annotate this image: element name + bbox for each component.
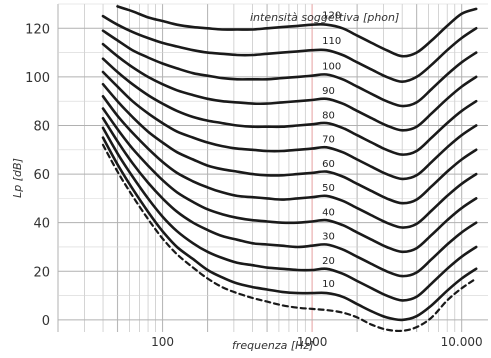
curve-label-80: 80 — [322, 110, 335, 121]
phon-curve-20 — [101, 126, 478, 302]
phon-curve-70 — [101, 70, 478, 181]
y-tick-label: 40 — [33, 217, 50, 232]
x-axis-label: frequenza [Hz] — [232, 339, 314, 352]
curve-labels: 120 110 100 90 80 70 60 50 40 30 20 10 — [322, 11, 341, 290]
curve-label-110: 110 — [322, 36, 341, 47]
phon-curve-40 — [101, 107, 478, 254]
curve-label-120: 120 — [322, 11, 341, 22]
curve-label-100: 100 — [322, 62, 341, 73]
y-tick-label: 20 — [33, 265, 50, 280]
phon-curve-80 — [101, 57, 478, 156]
phon-curve-10 — [101, 136, 478, 322]
y-tick-label: 0 — [42, 314, 50, 329]
y-axis-label: Lp [dB] — [11, 158, 24, 198]
x-tick-label: 100 — [151, 335, 174, 349]
phon-curve-60 — [101, 82, 478, 205]
threshold-curve — [101, 143, 478, 333]
curve-label-20: 20 — [322, 256, 335, 267]
curve-label-60: 60 — [322, 159, 335, 170]
y-tick-labels: 0 20 40 60 80 100 120 — [25, 22, 50, 329]
curve-label-90: 90 — [322, 86, 335, 97]
phon-curve-90 — [101, 42, 478, 132]
curve-label-40: 40 — [322, 207, 335, 218]
y-tick-label: 80 — [33, 119, 50, 134]
x-tick-labels: 100 1000 10.000 — [151, 335, 483, 349]
chart-title: intensità soggettiva [phon] — [250, 11, 399, 24]
y-tick-label: 60 — [33, 168, 50, 183]
curve-label-50: 50 — [322, 183, 335, 194]
curves — [101, 5, 478, 333]
phon-curve-120 — [116, 5, 478, 58]
y-tick-label: 120 — [25, 22, 50, 37]
x-tick-label: 10.000 — [441, 335, 483, 349]
x-tick-label: 1000 — [297, 335, 328, 349]
phon-curve-110 — [101, 14, 478, 83]
curve-label-30: 30 — [322, 232, 335, 243]
y-tick-label: 100 — [25, 71, 50, 86]
curve-label-70: 70 — [322, 135, 335, 146]
phon-curve-100 — [101, 29, 478, 108]
curve-label-10: 10 — [322, 279, 335, 290]
phon-curve-30 — [101, 116, 478, 278]
phon-curve-50 — [101, 95, 478, 229]
